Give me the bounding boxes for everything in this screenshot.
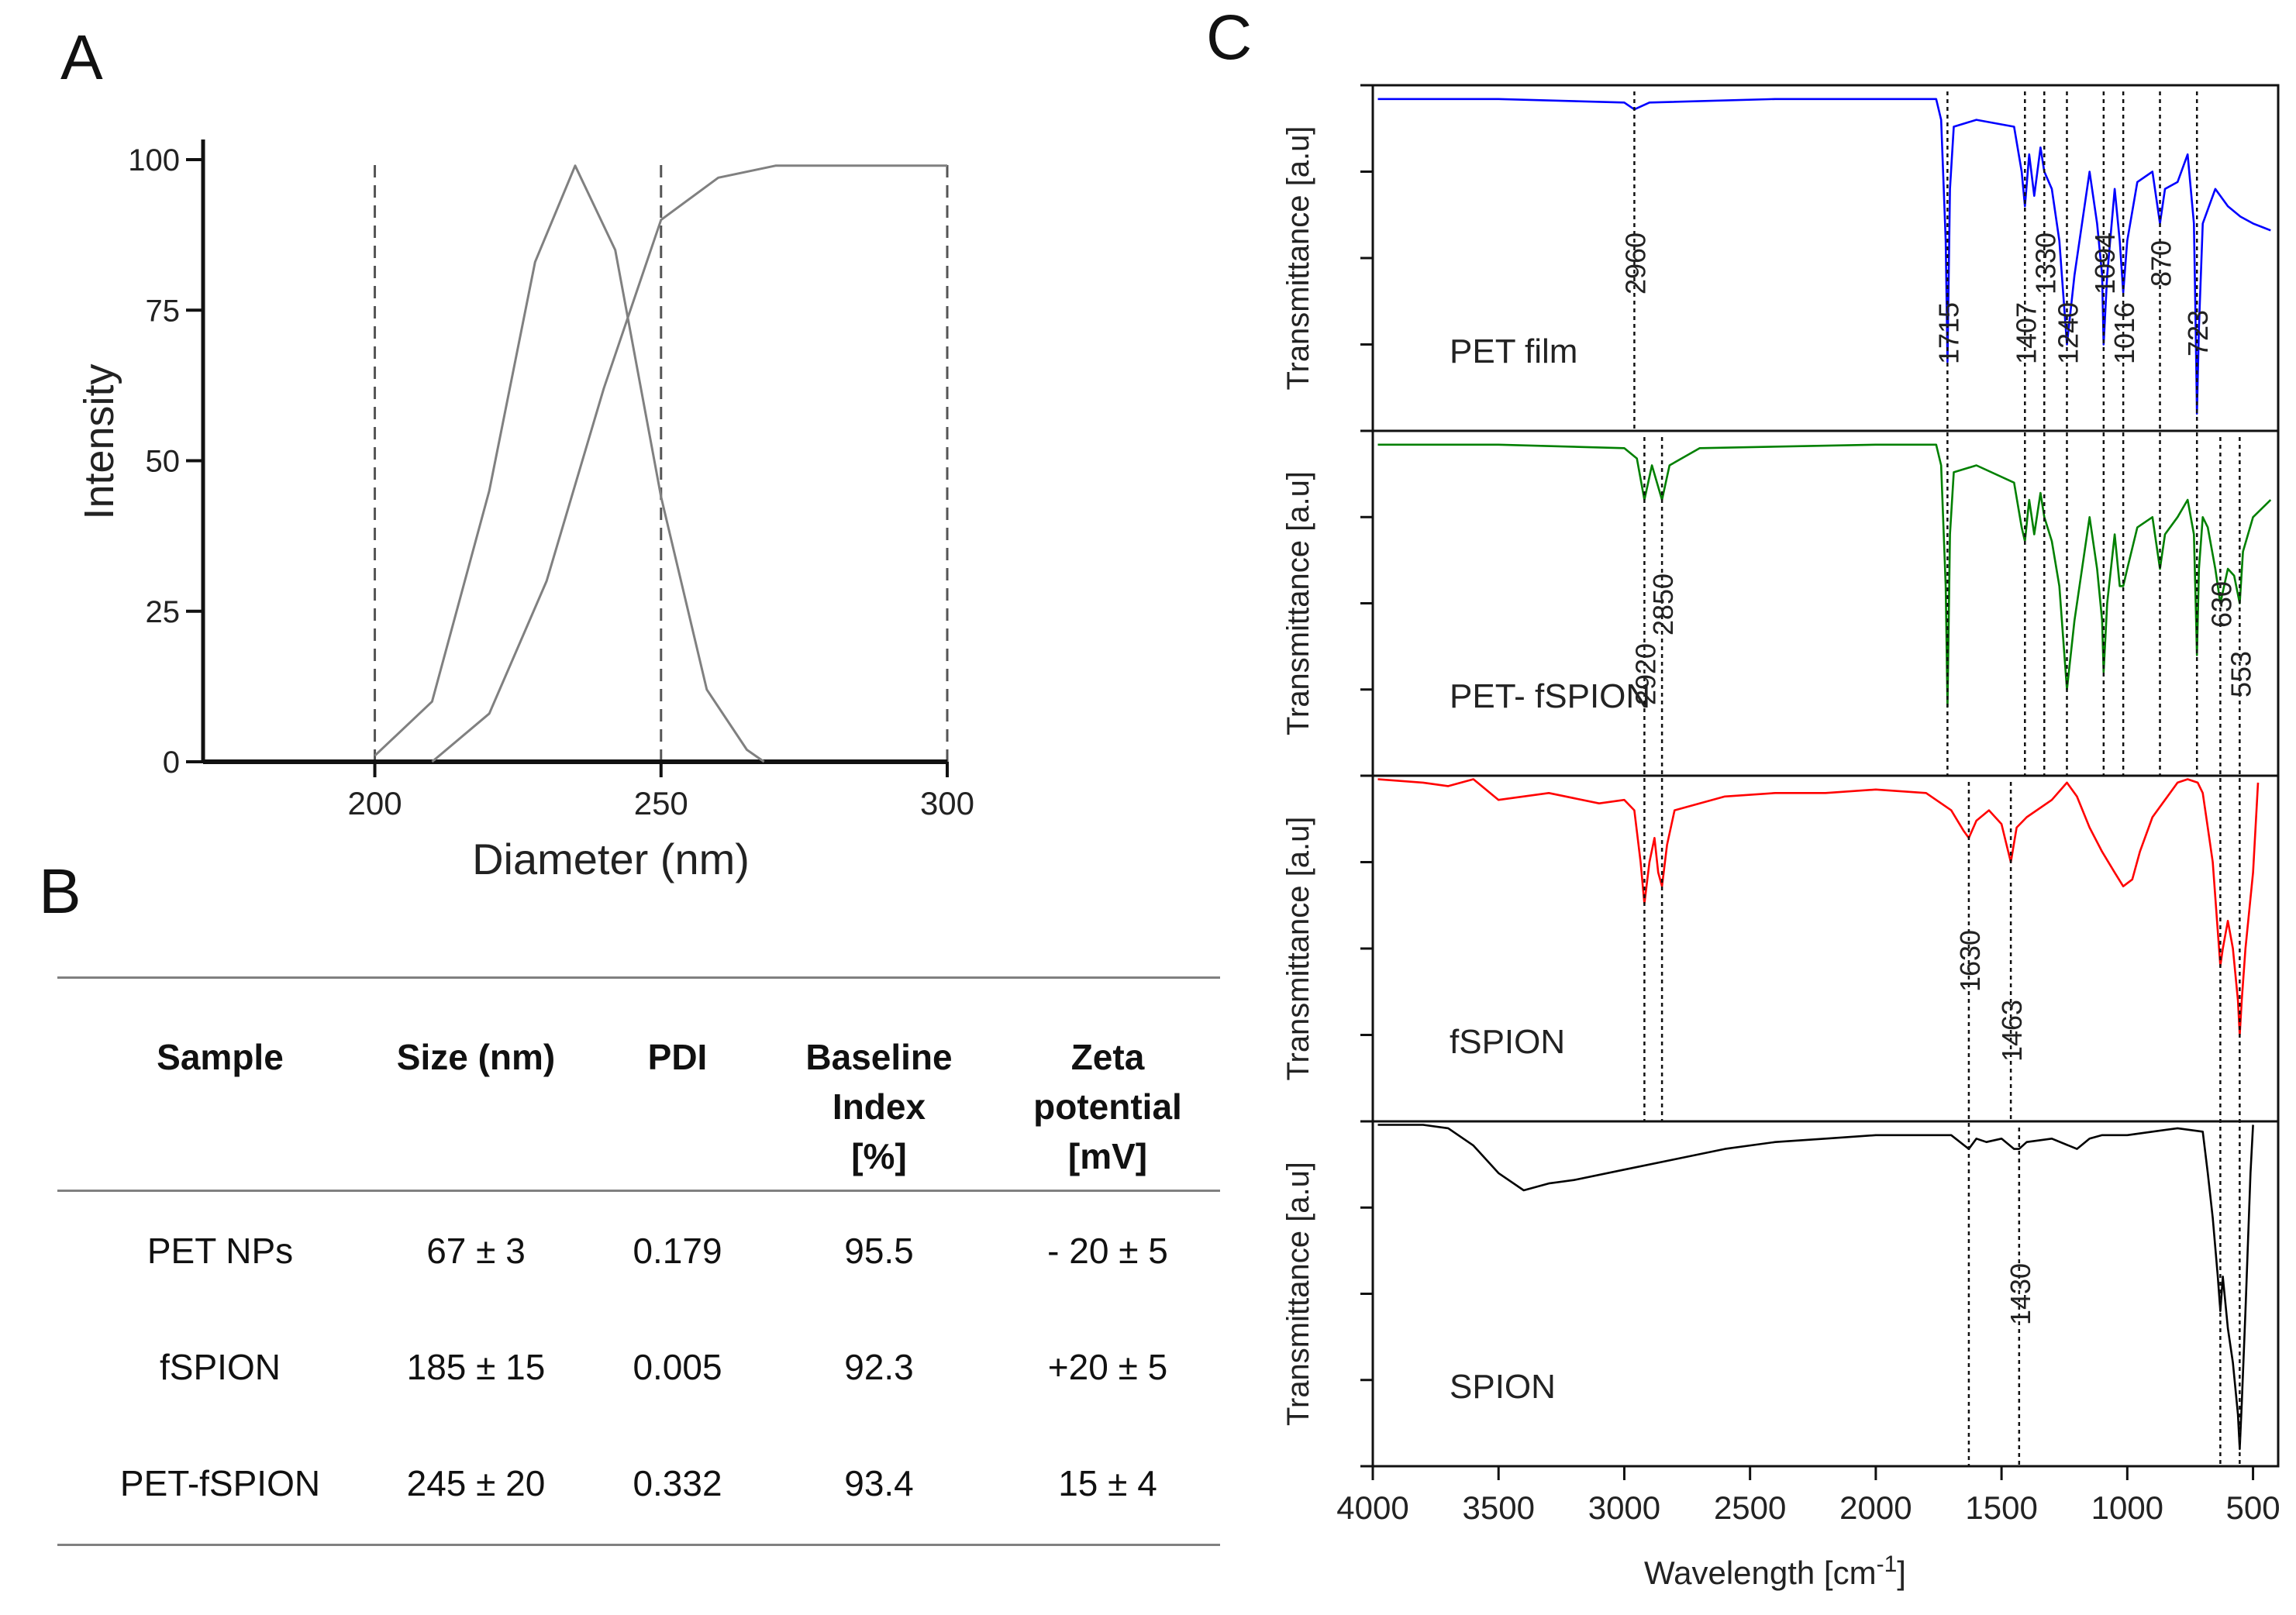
cell-sample: PET-fSPION xyxy=(119,1463,321,1503)
x-axis-title: Wavelength [cm-1] xyxy=(1644,1551,1906,1591)
cell-pdi: 0.005 xyxy=(633,1347,722,1387)
y-tick-label: 50 xyxy=(146,445,181,479)
curve-label: PET film xyxy=(1450,332,1577,370)
cell-sample: PET NPs xyxy=(147,1231,294,1271)
curve-label: SPION xyxy=(1450,1368,1556,1406)
series-group xyxy=(374,164,947,763)
y-tick-label: 0 xyxy=(163,746,180,780)
chart-a: 0 25 50 75 100 200 250 300 Diameter (nm) Intensit… xyxy=(76,139,974,883)
peak-label: 1094 xyxy=(2089,232,2121,294)
y-tick-label: 25 xyxy=(146,595,181,629)
y-axis-title: Intensity xyxy=(76,363,122,519)
cell-pdi: 0.179 xyxy=(633,1231,722,1271)
cell-pdi: 0.332 xyxy=(633,1463,722,1503)
peak-label: 1463 xyxy=(1996,1000,2028,1062)
cell-size: 67 ± 3 xyxy=(426,1231,526,1271)
peak-label: 2920 xyxy=(1629,643,1661,705)
curve-label: fSPION xyxy=(1450,1023,1565,1061)
x-tick-label: 4000 xyxy=(1336,1489,1408,1526)
x-tick-label: 1500 xyxy=(1965,1489,2037,1526)
panel-label-c: C xyxy=(1206,2,1253,73)
chart-c: Transmittance [a.u] PET film Transmittance… xyxy=(1281,84,2280,1591)
y-tick-label: 75 xyxy=(146,294,181,328)
table-bottom-rule xyxy=(57,1544,1220,1546)
cell-baseline: 92.3 xyxy=(844,1347,914,1387)
panel-label-b: B xyxy=(39,856,81,927)
peak-label: 1630 xyxy=(1954,930,1986,992)
x-tick-label: 3500 xyxy=(1463,1489,1535,1526)
table-top-rule xyxy=(57,976,1220,979)
x-tick-label: 2500 xyxy=(1714,1489,1786,1526)
subplot-frame xyxy=(1371,429,2280,777)
y-axis-title: Transmittance [a.u] xyxy=(1281,126,1315,391)
y-tick-label: 100 xyxy=(128,143,180,177)
peak-label: 2850 xyxy=(1647,573,1679,635)
cell-size: 245 ± 20 xyxy=(406,1463,546,1503)
cell-size: 185 ± 15 xyxy=(406,1347,546,1387)
peak-label: 553 xyxy=(2225,651,2256,697)
subplot-frame xyxy=(1371,1120,2280,1468)
subplot-frame xyxy=(1371,774,2280,1123)
x-tick-label: 300 xyxy=(920,785,974,821)
cell-sample: fSPION xyxy=(160,1347,281,1387)
cumulative-curve xyxy=(431,164,947,763)
header-zeta-potential: Zeta potential [mV] xyxy=(1033,1037,1182,1176)
spectrum-line xyxy=(1377,443,2272,708)
x-tick-label: 500 xyxy=(2226,1489,2280,1526)
x-tick-label: 2000 xyxy=(1839,1489,1912,1526)
peak-label: 1430 xyxy=(2005,1263,2036,1325)
peak-label: 1016 xyxy=(2108,302,2140,364)
x-tick-label: 250 xyxy=(634,785,688,821)
peak-label: 630 xyxy=(2205,581,2237,628)
cell-baseline: 95.5 xyxy=(844,1231,914,1271)
x-tick-label: 200 xyxy=(347,785,402,821)
x-axis-title: Diameter (nm) xyxy=(472,835,750,883)
cell-baseline: 93.4 xyxy=(844,1463,914,1503)
table-header-rule xyxy=(57,1190,1220,1192)
peak-label: 723 xyxy=(2182,310,2214,356)
distribution-curve xyxy=(374,164,765,763)
peak-label: 1240 xyxy=(2052,302,2084,364)
peak-label: 1330 xyxy=(2029,232,2061,294)
x-tick-label: 3000 xyxy=(1588,1489,1660,1526)
panel-label-a: A xyxy=(60,22,103,93)
header-sample: Sample xyxy=(157,1037,284,1077)
header-pdi: PDI xyxy=(647,1037,708,1077)
y-axis-title: Transmittance [a.u] xyxy=(1281,1162,1315,1426)
peak-label: 870 xyxy=(2146,240,2177,287)
spectrum-line xyxy=(1377,778,2260,1036)
cell-zeta: - 20 ± 5 xyxy=(1047,1231,1168,1271)
spectrum-line xyxy=(1377,98,2271,415)
y-axis-title: Transmittance [a.u] xyxy=(1281,471,1315,735)
y-axis-title: Transmittance [a.u] xyxy=(1281,817,1315,1081)
cell-zeta: +20 ± 5 xyxy=(1047,1347,1168,1387)
spectrum-line xyxy=(1377,1124,2254,1451)
curve-label: PET- fSPION xyxy=(1450,677,1650,715)
peak-label: 1407 xyxy=(2010,302,2042,364)
x-tick-label: 1000 xyxy=(2091,1489,2163,1526)
peak-label: 1715 xyxy=(1932,302,1964,364)
header-baseline-index: Baseline Index [%] xyxy=(805,1037,953,1176)
subplot-frame xyxy=(1371,84,2280,432)
peak-label: 2960 xyxy=(1619,232,1651,294)
cell-zeta: 15 ± 4 xyxy=(1058,1463,1157,1503)
header-size: Size (nm) xyxy=(396,1037,556,1077)
